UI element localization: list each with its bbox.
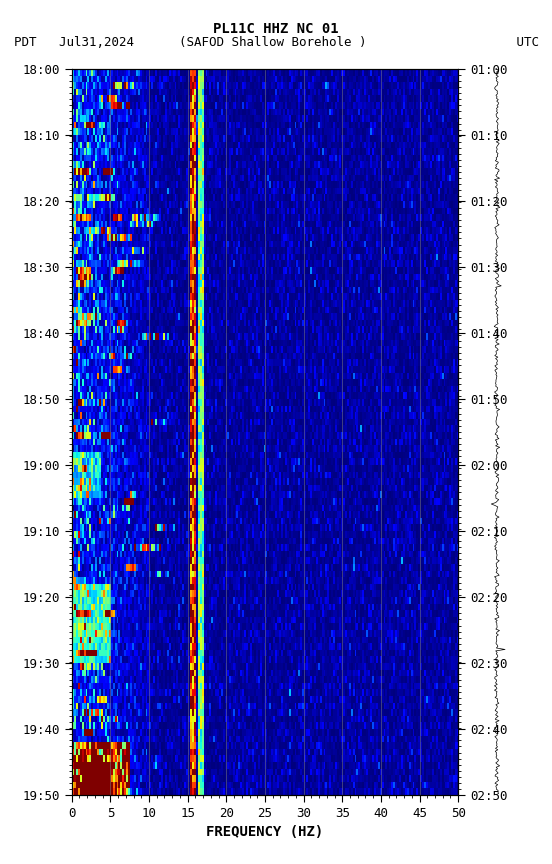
Text: PDT   Jul31,2024      (SAFOD Shallow Borehole )                    UTC: PDT Jul31,2024 (SAFOD Shallow Borehole )… (13, 36, 539, 49)
X-axis label: FREQUENCY (HZ): FREQUENCY (HZ) (206, 825, 323, 839)
Text: PL11C HHZ NC 01: PL11C HHZ NC 01 (213, 22, 339, 35)
